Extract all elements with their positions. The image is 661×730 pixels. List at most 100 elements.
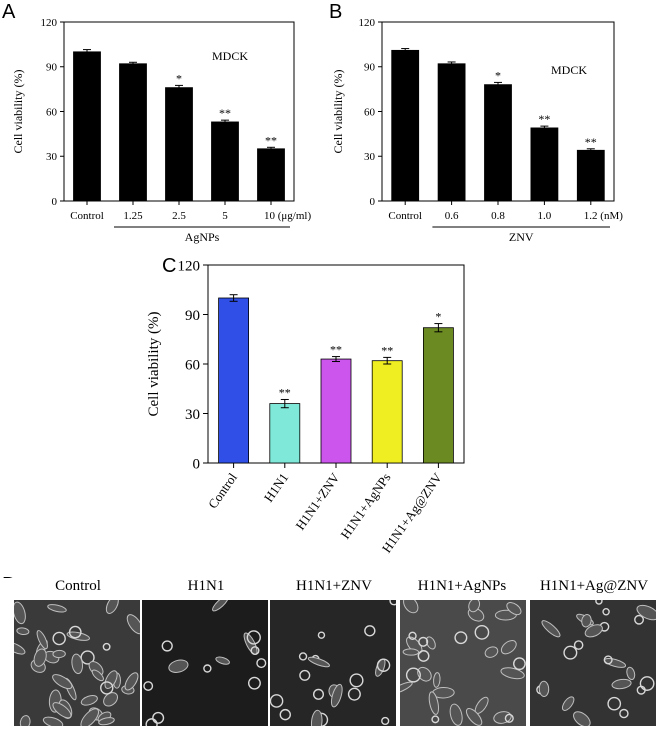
micrograph-background — [530, 600, 656, 726]
significance-label: ** — [330, 343, 342, 357]
y-tick-label: 30 — [46, 151, 58, 163]
cell-shape — [279, 708, 291, 721]
bar-4 — [576, 149, 605, 202]
panel-d-letter: D — [2, 574, 16, 578]
bar-4 — [257, 148, 285, 202]
y-tick-label: 90 — [185, 308, 200, 324]
x-category-label: Control — [70, 210, 104, 222]
bar-0 — [391, 49, 420, 202]
cell-shape — [500, 640, 517, 655]
cell-shape — [513, 657, 526, 671]
y-tick-label: 120 — [178, 258, 201, 274]
cell-shape — [418, 636, 429, 647]
y-tick-label: 0 — [52, 196, 58, 208]
micrograph-h1n1-znv — [270, 600, 396, 726]
cell-shape — [215, 656, 230, 665]
panel-c-chart: C 0 30 60 90 120 Cell viability (%) Control ** H1… — [146, 255, 465, 555]
micrograph-label-h1n1-agnps: H1N1+AgNPs — [417, 578, 507, 594]
cell-shape — [403, 600, 419, 614]
figure-canvas: A 0 30 60 90 120 Cell viability (%) Control 1.25… — [2, 1, 623, 578]
cell-shape — [52, 674, 73, 690]
cell-shape — [381, 716, 390, 726]
group-label: ZNV — [509, 230, 534, 244]
cell-shape — [538, 680, 550, 697]
cell-shape — [449, 703, 463, 726]
cell-shape — [500, 667, 525, 680]
cell-shape — [152, 711, 165, 724]
bar-2 — [484, 84, 512, 202]
bar-1 — [119, 63, 147, 202]
cell-shape — [376, 658, 391, 672]
x-category-label: 5 — [222, 210, 228, 222]
cell-shape — [573, 640, 584, 650]
cell-shape — [105, 600, 119, 614]
cell-shape — [349, 673, 364, 688]
significance-label: ** — [279, 385, 291, 399]
cell-shape — [428, 691, 440, 715]
x-category-label: 1.25 — [123, 210, 143, 222]
cell-shape — [561, 696, 575, 711]
cell-shape — [71, 653, 83, 675]
x-category-label: 0.6 — [445, 210, 459, 222]
cell-shape — [317, 631, 326, 639]
y-tick-label: 60 — [364, 106, 376, 118]
cell-shape — [36, 630, 48, 650]
cell-shape — [611, 678, 632, 690]
panel-b-chart: B 0 30 60 90 120 Cell viability (%) Control 0.6 *… — [329, 1, 623, 244]
cell-shape — [307, 656, 330, 668]
y-tick-label: 90 — [364, 62, 376, 74]
cell-shape — [52, 649, 66, 659]
x-category-label: 0.8 — [491, 210, 505, 222]
cell-shape — [247, 676, 261, 690]
cell-shape — [298, 652, 308, 661]
micrograph-label-h1n1: H1N1 — [187, 578, 225, 594]
micrograph-label-control: Control — [55, 578, 101, 594]
x-category-label: H1N1+AgNPs — [337, 470, 393, 541]
cell-shape — [33, 648, 47, 667]
bar-3 — [530, 127, 559, 202]
y-tick-label: 120 — [359, 17, 376, 29]
cell-line-annotation: MDCK — [212, 49, 248, 63]
cell-shape — [639, 676, 655, 691]
significance-label: ** — [538, 112, 550, 126]
cell-shape — [581, 614, 592, 628]
cell-shape — [256, 658, 267, 669]
cell-shape — [19, 715, 31, 726]
cell-shape — [468, 600, 481, 613]
cell-shape — [100, 681, 114, 695]
y-tick-label: 90 — [46, 62, 58, 74]
cell-shape — [417, 650, 430, 662]
micrograph-h1n1-agnps — [400, 600, 526, 726]
cell-shape — [541, 620, 561, 638]
cell-shape — [161, 640, 173, 652]
micrograph-h1n1 — [142, 600, 268, 726]
cell-shape — [330, 683, 343, 708]
cell-shape — [402, 648, 420, 656]
cell-shape — [405, 667, 421, 683]
micrograph-label-h1n1-ag-znv: H1N1+Ag@ZNV — [539, 578, 649, 594]
significance-label: ** — [585, 135, 597, 149]
cell-shape — [417, 666, 432, 682]
y-tick-label: 30 — [185, 407, 200, 423]
cell-shape — [484, 646, 499, 658]
y-tick-label: 60 — [46, 106, 58, 118]
cell-shape — [168, 659, 189, 673]
group-label: AgNPs — [185, 230, 220, 244]
y-axis-label: Cell viability (%) — [146, 312, 162, 417]
cell-shape — [42, 716, 64, 726]
cell-shape — [80, 650, 95, 665]
micrograph-h1n1-ag-znv — [530, 600, 656, 726]
cell-shape — [124, 672, 139, 691]
cell-shape — [389, 600, 396, 606]
bar-1 — [269, 403, 301, 464]
cell-shape — [80, 708, 100, 726]
panel-a-chart: A 0 30 60 90 120 Cell viability (%) Control 1.25… — [2, 1, 311, 244]
y-axis-label: Cell viability (%) — [331, 70, 345, 154]
cell-shape — [619, 708, 629, 719]
cell-shape — [52, 631, 66, 646]
bar-4 — [422, 327, 454, 464]
cell-shape — [103, 692, 118, 707]
cell-shape — [250, 646, 260, 656]
cell-shape — [454, 631, 468, 645]
significance-label: * — [495, 68, 501, 82]
